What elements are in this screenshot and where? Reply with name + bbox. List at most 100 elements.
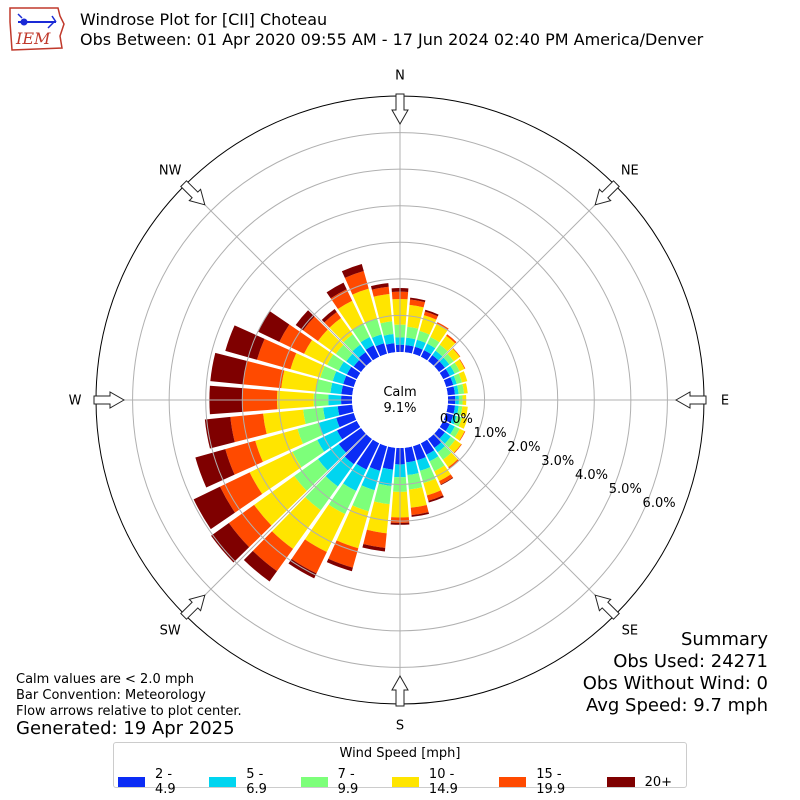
windrose-bar-segment bbox=[363, 529, 387, 548]
windrose-bar-segment bbox=[341, 385, 354, 396]
generated-date: Generated: 19 Apr 2025 bbox=[16, 718, 235, 739]
windrose-labels: N NE E SE S SW W NW 0.0%1.0%2.0%3.0%4.0%5.0%6.0%… bbox=[69, 69, 730, 734]
windrose-bar-segment bbox=[406, 460, 419, 476]
windrose-bar-segment bbox=[362, 543, 386, 552]
windrose-bar-segment bbox=[453, 444, 462, 454]
windrose-bar-segment bbox=[424, 309, 439, 317]
legend-item: 2 - 4.9 bbox=[118, 767, 195, 797]
windrose-bar-segment bbox=[292, 439, 325, 468]
windrose-bar-segment bbox=[412, 443, 426, 461]
windrose-bar-segment bbox=[380, 321, 394, 336]
windrose-bar-segment bbox=[371, 286, 390, 297]
summary-avg-speed: Avg Speed: 9.7 mph bbox=[586, 695, 768, 716]
windrose-bar-segment bbox=[450, 362, 460, 374]
windrose-bar-segment bbox=[454, 359, 465, 372]
windrose-bar-segment bbox=[360, 336, 374, 350]
windrose-bar-segment bbox=[294, 458, 328, 491]
windrose-bar-segment bbox=[437, 446, 452, 460]
windrose-bar-segment bbox=[337, 404, 354, 416]
windrose-bar-segment bbox=[255, 428, 303, 462]
flow-arrow bbox=[391, 674, 409, 707]
windrose-bar-segment bbox=[426, 450, 439, 462]
windrose-bar-segment bbox=[371, 334, 385, 347]
windrose-bar-segment bbox=[409, 299, 425, 308]
windrose-bar-segment bbox=[358, 352, 372, 366]
windrose-bar-segment bbox=[243, 361, 285, 389]
windrose-bar-segment bbox=[328, 540, 359, 568]
windrose-bar-segment bbox=[420, 350, 432, 361]
windrose-bar-segment bbox=[428, 434, 442, 448]
legend-item: 20+ bbox=[606, 775, 672, 790]
legend-item: 7 - 9.9 bbox=[300, 767, 378, 797]
windrose-bar-segment bbox=[374, 483, 392, 505]
windrose-bar-segment bbox=[193, 486, 235, 530]
windrose-bar-segment bbox=[450, 375, 457, 386]
windrose-bar-segment bbox=[457, 384, 465, 395]
direction-label: N bbox=[395, 69, 405, 84]
windrose-bar-segment bbox=[454, 428, 465, 441]
windrose-bar-segment bbox=[335, 344, 353, 362]
windrose-bar-segment bbox=[416, 330, 430, 343]
windrose-bar-segment bbox=[459, 359, 466, 369]
windrose-bar-segment bbox=[330, 289, 353, 309]
windrose-bar-segment bbox=[450, 414, 457, 425]
windrose-bar-segment bbox=[439, 420, 450, 432]
windrose-bar-segment bbox=[457, 405, 463, 416]
angular-gridline bbox=[433, 184, 616, 367]
windrose-bar-segment bbox=[343, 334, 361, 352]
windrose-bar-segment bbox=[423, 478, 441, 496]
calm-definition-note: Calm values are < 2.0 mph bbox=[16, 672, 195, 687]
windrose-bar-segment bbox=[321, 309, 337, 323]
legend-swatch bbox=[300, 777, 328, 787]
windrose-bar-segment bbox=[419, 315, 437, 335]
windrose-bar-segment bbox=[458, 371, 468, 383]
windrose-bar-segment bbox=[328, 483, 357, 515]
windrose-bar-segment bbox=[428, 495, 444, 503]
windrose-bar-segment bbox=[430, 323, 448, 343]
windrose-bar-segment bbox=[256, 338, 297, 370]
windrose-bar-segment bbox=[448, 459, 460, 469]
windrose-bar-segment bbox=[439, 432, 451, 444]
windrose-bar-segment bbox=[406, 326, 419, 340]
legend-title: Wind Speed [mph] bbox=[339, 746, 461, 761]
windrose-bar-segment bbox=[462, 383, 468, 394]
direction-label: W bbox=[69, 394, 82, 409]
summary-title: Summary bbox=[681, 629, 768, 650]
windrose-bar-segment bbox=[291, 539, 327, 574]
windrose-bar-segment bbox=[419, 467, 436, 484]
legend-swatch bbox=[499, 777, 527, 787]
windrose-bar-segment bbox=[230, 413, 267, 443]
windrose-bar-segment bbox=[352, 323, 370, 343]
windrose-bar-segment bbox=[369, 443, 388, 471]
flow-arrow bbox=[180, 180, 206, 206]
windrose-bar-segment bbox=[370, 283, 389, 290]
windrose-bar-segment bbox=[445, 423, 455, 435]
windrose-bar-segment bbox=[383, 334, 395, 345]
windrose-bar-segment bbox=[324, 312, 342, 328]
windrose-bar-segment bbox=[353, 360, 366, 372]
svg-text:IEM: IEM bbox=[15, 29, 51, 48]
bar-convention-note: Bar Convention: Meteorology bbox=[16, 688, 206, 703]
windrose-bar-segment bbox=[295, 310, 315, 331]
legend-label: 2 - 4.9 bbox=[154, 767, 176, 797]
radial-tick-label: 4.0% bbox=[575, 468, 608, 483]
windrose-bar-segment bbox=[429, 456, 445, 472]
windrose-bar-segment bbox=[346, 353, 360, 367]
chart-title: Windrose Plot for [CII] Choteau bbox=[80, 10, 328, 29]
windrose-bar-segment bbox=[408, 487, 427, 508]
windrose-bar-segment bbox=[336, 505, 369, 549]
windrose-bar-segment bbox=[336, 420, 361, 440]
windrose-bar-segment bbox=[375, 343, 388, 357]
windrose-bar-segment bbox=[336, 412, 357, 428]
windrose-bar-segment bbox=[439, 357, 450, 368]
flow-arrow bbox=[391, 93, 409, 126]
calm-center bbox=[352, 352, 448, 448]
windrose-bar-segment bbox=[434, 428, 445, 439]
windrose-bar-segment bbox=[341, 264, 364, 278]
windrose-bar-segment bbox=[338, 428, 366, 453]
calm-label: Calm bbox=[383, 385, 416, 400]
windrose-bar-segment bbox=[249, 451, 302, 495]
flow-arrow bbox=[674, 391, 707, 409]
windrose-bar-segment bbox=[365, 345, 380, 361]
